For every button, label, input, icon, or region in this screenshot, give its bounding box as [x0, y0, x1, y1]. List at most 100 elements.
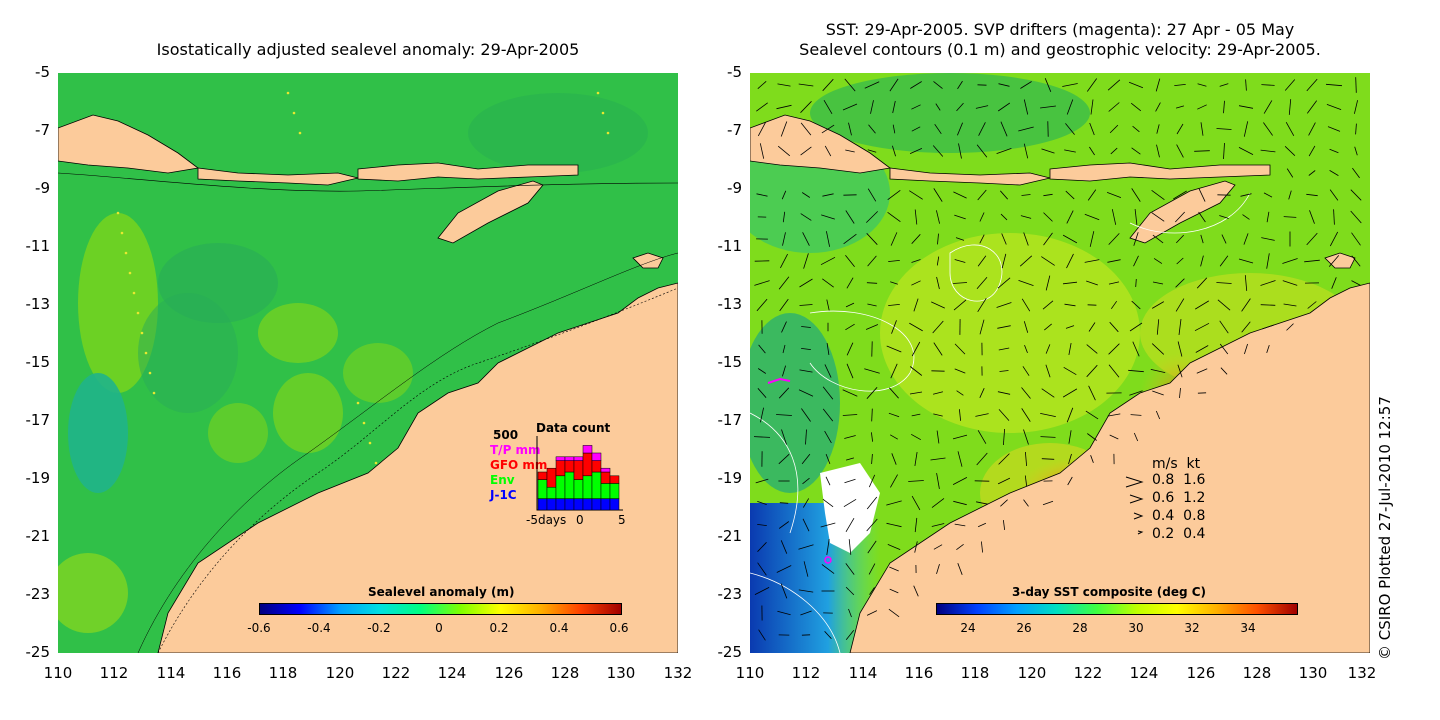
velocity-arrow: [1065, 325, 1075, 329]
inset-bar-env: [537, 479, 548, 499]
velocity-arrow: [1282, 280, 1298, 286]
velocity-arrow: [909, 322, 923, 332]
velocity-legend-row: 0.8 1.6: [1152, 472, 1206, 488]
velocity-arrow: [957, 80, 963, 90]
velocity-arrow: [801, 453, 811, 465]
velocity-arrow: [1020, 81, 1032, 89]
left-panel-title: Isostatically adjusted sealevel anomaly:…: [156, 40, 580, 59]
velocity-arrow: [757, 562, 767, 576]
velocity-arrow: [1177, 341, 1183, 357]
velocity-arrow: [1331, 277, 1337, 289]
velocity-arrow: [1176, 123, 1184, 135]
velocity-arrow: [1130, 414, 1142, 416]
lat-tick: -15: [717, 353, 743, 371]
velocity-arrow: [937, 233, 939, 245]
velocity-arrow: [957, 563, 963, 575]
velocity-arrow: [936, 256, 940, 266]
velocity-arrow: [1000, 499, 1008, 507]
velocity-arrow: [845, 586, 855, 596]
velocity-arrow: [754, 280, 770, 286]
velocity-arrow: [996, 148, 1012, 154]
lon-tick: 130: [1298, 664, 1328, 682]
lon-tick: 126: [494, 664, 524, 682]
velocity-arrow: [1308, 170, 1316, 176]
velocity-arrow: [1306, 78, 1318, 92]
velocity-arrow: [822, 278, 834, 288]
velocity-arrow: [1041, 256, 1055, 266]
velocity-arrow: [776, 414, 792, 416]
right-sst-map: [750, 73, 1370, 653]
velocity-arrow: [931, 301, 945, 309]
velocity-arrow: [803, 253, 809, 269]
velocity-arrow: [977, 297, 987, 313]
lon-tick: 132: [663, 664, 693, 682]
velocity-arrow: [1196, 368, 1208, 374]
velocity-arrow: [1129, 322, 1143, 332]
velocity-arrow: [1155, 78, 1161, 92]
lon-tick: 110: [735, 664, 765, 682]
velocity-arrow: [933, 188, 943, 202]
velocity-arrow: [930, 457, 946, 461]
velocity-arrow: [781, 190, 787, 200]
velocity-arrow: [997, 477, 1011, 485]
velocity-arrow: [822, 78, 834, 92]
velocity-arrow: [757, 80, 767, 90]
velocity-arrow: [1043, 232, 1053, 246]
velocity-arrow: [1131, 188, 1141, 202]
velocity-arrow: [801, 348, 811, 350]
velocity-arrow: [799, 304, 813, 306]
inset-bar-gfo: [546, 467, 557, 488]
velocity-arrow: [1108, 364, 1120, 378]
velocity-arrow: [799, 278, 813, 288]
lon-tick: 132: [1347, 664, 1377, 682]
velocity-arrow: [997, 325, 1011, 329]
lat-tick: -17: [717, 411, 743, 429]
velocity-arrow: [1107, 79, 1121, 91]
velocity-arrow: [757, 524, 767, 526]
colorbar-tick: -0.4: [307, 621, 331, 635]
velocity-arrow: [1090, 455, 1094, 463]
velocity-arrow: [781, 429, 787, 445]
velocity-arrow: [758, 629, 766, 641]
velocity-arrow: [821, 124, 835, 134]
velocity-arrow: [780, 583, 788, 599]
velocity-arrow: [756, 298, 768, 312]
velocity-arrow: [779, 502, 789, 504]
colorbar-tick: 0.4: [549, 621, 569, 635]
velocity-arrow: [1260, 149, 1276, 153]
velocity-arrow: [846, 363, 854, 379]
inset-bar-env: [546, 486, 557, 499]
velocity-arrow: [1152, 390, 1164, 396]
velocity-arrow: [1041, 148, 1055, 154]
inset-bar-j1c: [537, 498, 548, 511]
inset-series-gfo: GFO mm: [490, 458, 548, 472]
velocity-arrow: [824, 430, 832, 444]
velocity-arrow: [800, 122, 812, 136]
velocity-arrow: [1068, 430, 1072, 444]
velocity-arrow: [755, 478, 769, 484]
velocity-arrow: [1089, 146, 1095, 156]
velocity-arrow: [1196, 277, 1208, 289]
colorbar-tick: 24: [960, 621, 976, 635]
colorbar-tick: 32: [1184, 621, 1200, 635]
velocity-arrow: [1176, 144, 1184, 158]
velocity-arrow: [1020, 215, 1032, 219]
velocity-arrow: [997, 391, 1011, 395]
velocity-arrow: [1131, 147, 1141, 155]
velocity-arrow: [866, 233, 878, 245]
velocity-arrow: [866, 282, 878, 284]
velocity-arrow: [911, 280, 921, 286]
velocity-arrow: [1223, 100, 1225, 114]
velocity-arrow: [843, 498, 857, 508]
lat-tick: -9: [727, 179, 742, 197]
velocity-arrow: [843, 233, 857, 245]
velocity-arrow: [1023, 99, 1029, 115]
velocity-arrow: [1351, 255, 1361, 267]
velocity-arrow: [957, 451, 963, 467]
lon-tick: 128: [550, 664, 580, 682]
right-panel-title-line2: Sealevel contours (0.1 m) and geostrophi…: [799, 40, 1321, 59]
velocity-arrow: [954, 523, 966, 527]
velocity-arrow: [798, 389, 814, 397]
velocity-arrow: [1106, 192, 1122, 198]
lon-tick: 114: [156, 664, 186, 682]
